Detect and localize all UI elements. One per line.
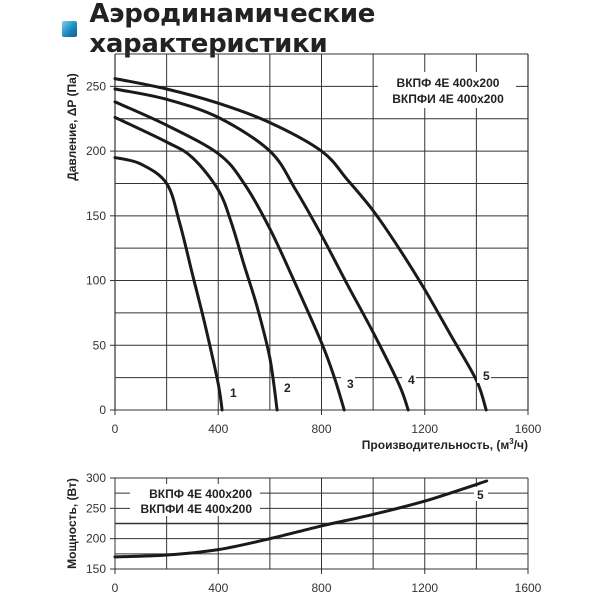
x-tick-label: 0 — [112, 581, 119, 595]
curve-label-background — [474, 487, 488, 501]
blue-square-icon — [62, 21, 78, 37]
power-curve-5 — [113, 479, 489, 559]
y-tick-label: 100 — [86, 274, 106, 288]
pressure-y-axis-label: Давление, ΔP (Па) — [65, 73, 79, 181]
legend-line-1: ВКПФ 4E 400x200 — [149, 487, 252, 501]
pressure-curve-1 — [113, 156, 224, 412]
y-tick-label: 250 — [86, 79, 106, 93]
x-tick-label: 1200 — [411, 581, 438, 595]
legend-line-2: ВКПФИ 4E 400x200 — [140, 502, 252, 516]
legend-background — [378, 72, 516, 108]
y-tick-label: 250 — [86, 501, 106, 515]
x-tick-label: 800 — [311, 422, 331, 436]
legend-line-2: ВКПФИ 4E 400x200 — [392, 92, 504, 106]
legend-background — [130, 484, 260, 516]
curve-label-2: 2 — [284, 381, 291, 395]
pressure-curve-5 — [113, 77, 488, 412]
curve-label-4: 4 — [408, 373, 415, 387]
pressure-curve-3 — [113, 100, 346, 412]
y-tick-label: 0 — [99, 403, 106, 417]
x-tick-label: 1600 — [515, 581, 542, 595]
curve-label-3: 3 — [347, 377, 354, 391]
x-tick-label: 0 — [112, 422, 119, 436]
curve-label-background — [402, 373, 416, 387]
x-tick-label: 800 — [311, 581, 331, 595]
y-tick-label: 150 — [86, 209, 106, 223]
curve-label-background — [341, 377, 355, 391]
pressure-curve-2 — [113, 115, 279, 412]
x-tick-label: 1200 — [411, 422, 438, 436]
power-curve-label-5: 5 — [477, 488, 484, 502]
x-tick-label: 400 — [208, 422, 228, 436]
legend-line-1: ВКПФ 4E 400x200 — [397, 76, 500, 90]
curve-label-background — [477, 369, 491, 383]
y-tick-label: 50 — [93, 338, 107, 352]
y-tick-label: 150 — [86, 562, 106, 576]
power-y-axis-label: Мощность, (Вт) — [65, 478, 79, 569]
x-tick-label: 400 — [208, 581, 228, 595]
x-tick-label: 1600 — [515, 422, 542, 436]
y-tick-label: 200 — [86, 144, 106, 158]
y-tick-label: 300 — [86, 471, 106, 485]
curve-label-1: 1 — [230, 386, 237, 400]
x-axis-label: Производительность, (м3/ч) — [362, 437, 528, 452]
y-tick-label: 200 — [86, 532, 106, 546]
pressure-curve-4 — [113, 87, 410, 412]
curve-label-5: 5 — [483, 369, 490, 383]
